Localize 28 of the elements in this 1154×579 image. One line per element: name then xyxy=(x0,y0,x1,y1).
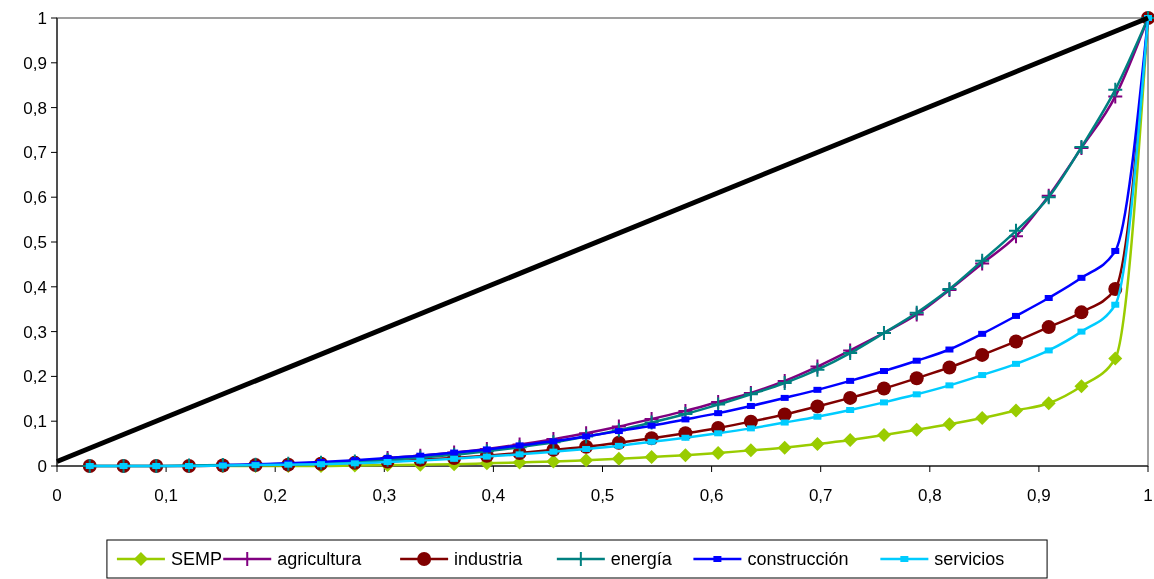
y-tick-label: 0 xyxy=(37,456,47,476)
x-tick-label: 0,1 xyxy=(154,486,178,505)
y-tick-label: 0,5 xyxy=(23,232,47,252)
legend-label: energía xyxy=(610,549,673,570)
y-tick-label: 0,6 xyxy=(23,188,47,208)
x-tick-label: 0,2 xyxy=(263,486,288,505)
y-tick-label: 0,2 xyxy=(23,367,47,387)
x-tick-label: 0 xyxy=(52,486,62,505)
x-tick-label: 0,8 xyxy=(917,486,942,505)
x-tick-label: 0,6 xyxy=(699,486,724,505)
y-tick-label: 1 xyxy=(37,8,47,28)
y-tick-label: 0,9 xyxy=(23,53,47,73)
legend-label: agricultura xyxy=(277,549,363,570)
y-tick-label: 0,7 xyxy=(23,143,47,163)
x-tick-label: 0,9 xyxy=(1027,486,1051,505)
y-tick-label: 0,3 xyxy=(23,322,47,342)
x-tick-label: 0,3 xyxy=(372,486,397,505)
x-tick-label: 1 xyxy=(1143,486,1153,505)
legend-label: SEMP xyxy=(170,549,222,570)
x-tick-label: 0,7 xyxy=(808,486,833,505)
legend-label: industria xyxy=(454,549,524,570)
legend-label: servicios xyxy=(934,549,1005,570)
x-tick-label: 0,4 xyxy=(481,486,506,505)
y-tick-label: 0,8 xyxy=(23,98,47,118)
x-tick-label: 0,5 xyxy=(590,486,615,505)
y-tick-label: 0,4 xyxy=(23,277,47,297)
y-tick-label: 0,1 xyxy=(23,412,47,432)
legend-label: construcción xyxy=(747,549,849,570)
